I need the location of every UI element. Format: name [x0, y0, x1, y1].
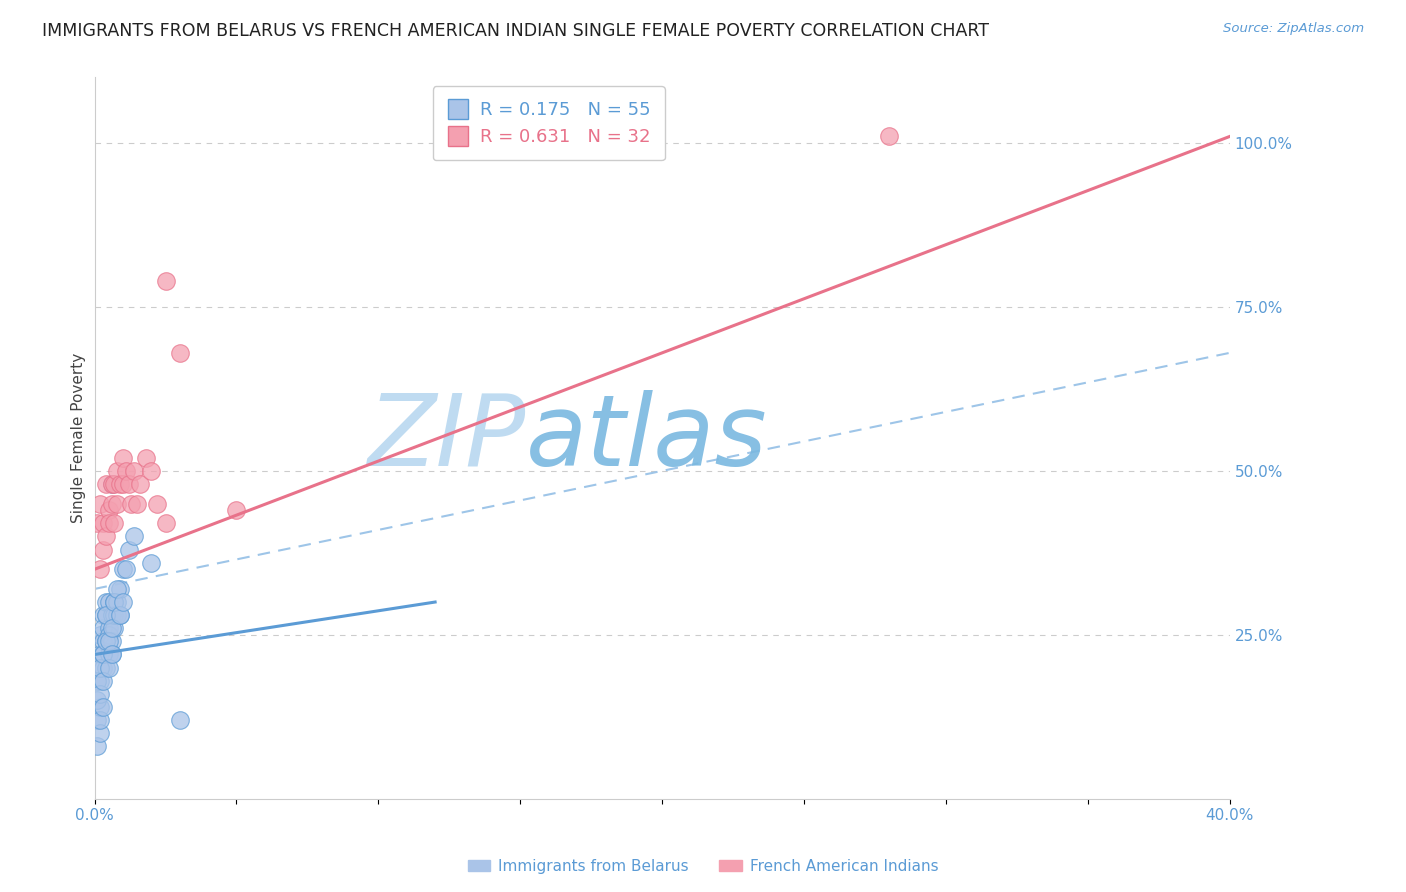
Point [100, 608, 122, 623]
Point [97, 595, 120, 609]
Point [117, 542, 139, 557]
Point [91, 700, 114, 714]
Point [100, 497, 122, 511]
Legend: R = 0.175   N = 55, R = 0.631   N = 32: R = 0.175 N = 55, R = 0.631 N = 32 [433, 87, 665, 161]
Point [114, 464, 136, 478]
Point [105, 497, 128, 511]
Point [97, 516, 120, 531]
Point [91, 660, 114, 674]
Point [91, 648, 114, 662]
Point [169, 346, 191, 360]
Text: Source: ZipAtlas.com: Source: ZipAtlas.com [1223, 22, 1364, 36]
Point [124, 464, 146, 478]
Point [111, 450, 134, 465]
Point [89, 673, 111, 688]
Y-axis label: Single Female Poverty: Single Female Poverty [72, 353, 86, 524]
Point [86, 516, 108, 531]
Point [127, 497, 149, 511]
Point [100, 477, 122, 491]
Point [108, 608, 131, 623]
Point [100, 477, 122, 491]
Point [91, 634, 114, 648]
Point [100, 634, 122, 648]
Point [97, 648, 120, 662]
Point [108, 477, 131, 491]
Point [86, 713, 108, 727]
Point [103, 516, 125, 531]
Point [91, 516, 114, 531]
Point [225, 503, 247, 517]
Point [103, 621, 125, 635]
Point [97, 503, 120, 517]
Point [94, 595, 117, 609]
Point [100, 648, 122, 662]
Point [89, 497, 111, 511]
Point [108, 582, 131, 596]
Point [91, 608, 114, 623]
Point [103, 477, 125, 491]
Point [141, 556, 163, 570]
Point [169, 713, 191, 727]
Point [105, 582, 128, 596]
Text: ZIP: ZIP [368, 390, 526, 487]
Point [103, 595, 125, 609]
Point [146, 497, 169, 511]
Point [86, 673, 108, 688]
Point [155, 516, 177, 531]
Point [89, 628, 111, 642]
Point [155, 274, 177, 288]
Point [121, 497, 143, 511]
Point [91, 621, 114, 635]
Point [97, 628, 120, 642]
Point [86, 693, 108, 707]
Point [124, 529, 146, 543]
Point [105, 608, 128, 623]
Point [108, 608, 131, 623]
Point [91, 542, 114, 557]
Point [94, 608, 117, 623]
Point [100, 621, 122, 635]
Point [89, 648, 111, 662]
Point [114, 562, 136, 576]
Point [94, 634, 117, 648]
Point [105, 595, 128, 609]
Point [89, 687, 111, 701]
Point [94, 608, 117, 623]
Point [94, 634, 117, 648]
Point [100, 648, 122, 662]
Point [129, 477, 152, 491]
Point [86, 739, 108, 754]
Point [89, 660, 111, 674]
Text: IMMIGRANTS FROM BELARUS VS FRENCH AMERICAN INDIAN SINGLE FEMALE POVERTY CORRELAT: IMMIGRANTS FROM BELARUS VS FRENCH AMERIC… [42, 22, 990, 40]
Point [94, 477, 117, 491]
Text: atlas: atlas [526, 390, 768, 487]
Point [111, 477, 134, 491]
Point [877, 129, 900, 144]
Point [89, 726, 111, 740]
Point [135, 450, 157, 465]
Point [97, 660, 120, 674]
Point [111, 595, 134, 609]
Point [91, 648, 114, 662]
Point [89, 713, 111, 727]
Point [111, 562, 134, 576]
Point [105, 464, 128, 478]
Point [103, 608, 125, 623]
Point [117, 477, 139, 491]
Point [89, 700, 111, 714]
Point [94, 660, 117, 674]
Point [89, 562, 111, 576]
Point [91, 673, 114, 688]
Point [94, 529, 117, 543]
Point [97, 634, 120, 648]
Point [103, 595, 125, 609]
Point [141, 464, 163, 478]
Point [97, 621, 120, 635]
Legend: Immigrants from Belarus, French American Indians: Immigrants from Belarus, French American… [461, 853, 945, 880]
